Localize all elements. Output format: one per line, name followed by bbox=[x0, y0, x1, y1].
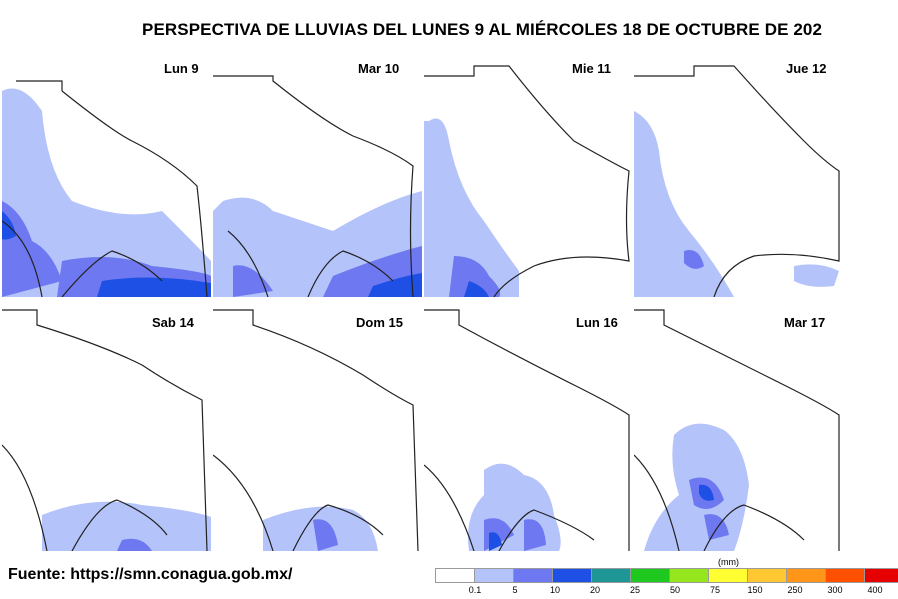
panel-label: Dom 15 bbox=[356, 315, 403, 330]
color-legend bbox=[435, 568, 898, 583]
legend-tick-label: 75 bbox=[709, 585, 721, 595]
map-panel-dom15: Dom 15 bbox=[213, 305, 422, 551]
legend-swatch bbox=[826, 569, 865, 582]
legend-tick-label: 150 bbox=[747, 585, 763, 595]
rain-map bbox=[424, 65, 630, 297]
legend-swatch bbox=[670, 569, 709, 582]
legend-tick-label: 50 bbox=[669, 585, 681, 595]
legend-swatch bbox=[709, 569, 748, 582]
panel-label: Mar 17 bbox=[784, 315, 826, 330]
legend-unit: (mm) bbox=[718, 557, 739, 567]
map-panel-mie11: Mie 11 bbox=[424, 51, 633, 297]
legend-tick-label: 400 bbox=[867, 585, 883, 595]
legend-tick-label: 10 bbox=[549, 585, 561, 595]
legend-tick-label: 0.1 bbox=[468, 585, 482, 595]
map-panel-mar10: Mar 10 bbox=[213, 51, 422, 297]
map-panel-lun16: Lun 16 bbox=[424, 305, 633, 551]
panel-label: Sab 14 bbox=[152, 315, 194, 330]
panel-label: Mie 11 bbox=[572, 61, 612, 76]
panel-label: Jue 12 bbox=[786, 61, 827, 76]
legend-swatch bbox=[631, 569, 670, 582]
legend-swatch bbox=[514, 569, 553, 582]
legend-ticks: 0.1 5 10 20 25 50 75 150 250 300 400 bbox=[435, 585, 898, 597]
panel-label: Mar 10 bbox=[358, 61, 400, 76]
map-panel-mar17: Mar 17 bbox=[634, 305, 843, 551]
legend-swatch bbox=[865, 569, 898, 582]
rain-map bbox=[2, 309, 211, 551]
panel-label: Lun 9 bbox=[164, 61, 199, 76]
legend-tick-label: 20 bbox=[589, 585, 601, 595]
map-title: PERSPECTIVA DE LLUVIAS DEL LUNES 9 AL MI… bbox=[142, 20, 823, 39]
rain-map bbox=[424, 309, 630, 551]
legend-swatch bbox=[592, 569, 631, 582]
legend-swatch bbox=[787, 569, 826, 582]
map-panel-lun9: Lun 9 bbox=[2, 51, 211, 297]
rain-map bbox=[213, 75, 422, 297]
rain-map bbox=[634, 65, 840, 297]
legend-swatch bbox=[748, 569, 787, 582]
legend-tick-label: 5 bbox=[512, 585, 518, 595]
rain-map bbox=[634, 309, 840, 551]
legend-swatch bbox=[553, 569, 592, 582]
legend-swatch bbox=[436, 569, 475, 582]
legend-tick-label: 250 bbox=[787, 585, 803, 595]
legend-swatch bbox=[475, 569, 514, 582]
map-panel-sab14: Sab 14 bbox=[2, 305, 211, 551]
map-panel-jue12: Jue 12 bbox=[634, 51, 843, 297]
panel-label: Lun 16 bbox=[576, 315, 618, 330]
legend-tick-label: 300 bbox=[827, 585, 843, 595]
legend-tick-label: 25 bbox=[629, 585, 641, 595]
rain-map bbox=[2, 80, 211, 297]
source-caption: Fuente: https://smn.conagua.gob.mx/ bbox=[8, 566, 293, 583]
rain-map bbox=[213, 309, 419, 551]
